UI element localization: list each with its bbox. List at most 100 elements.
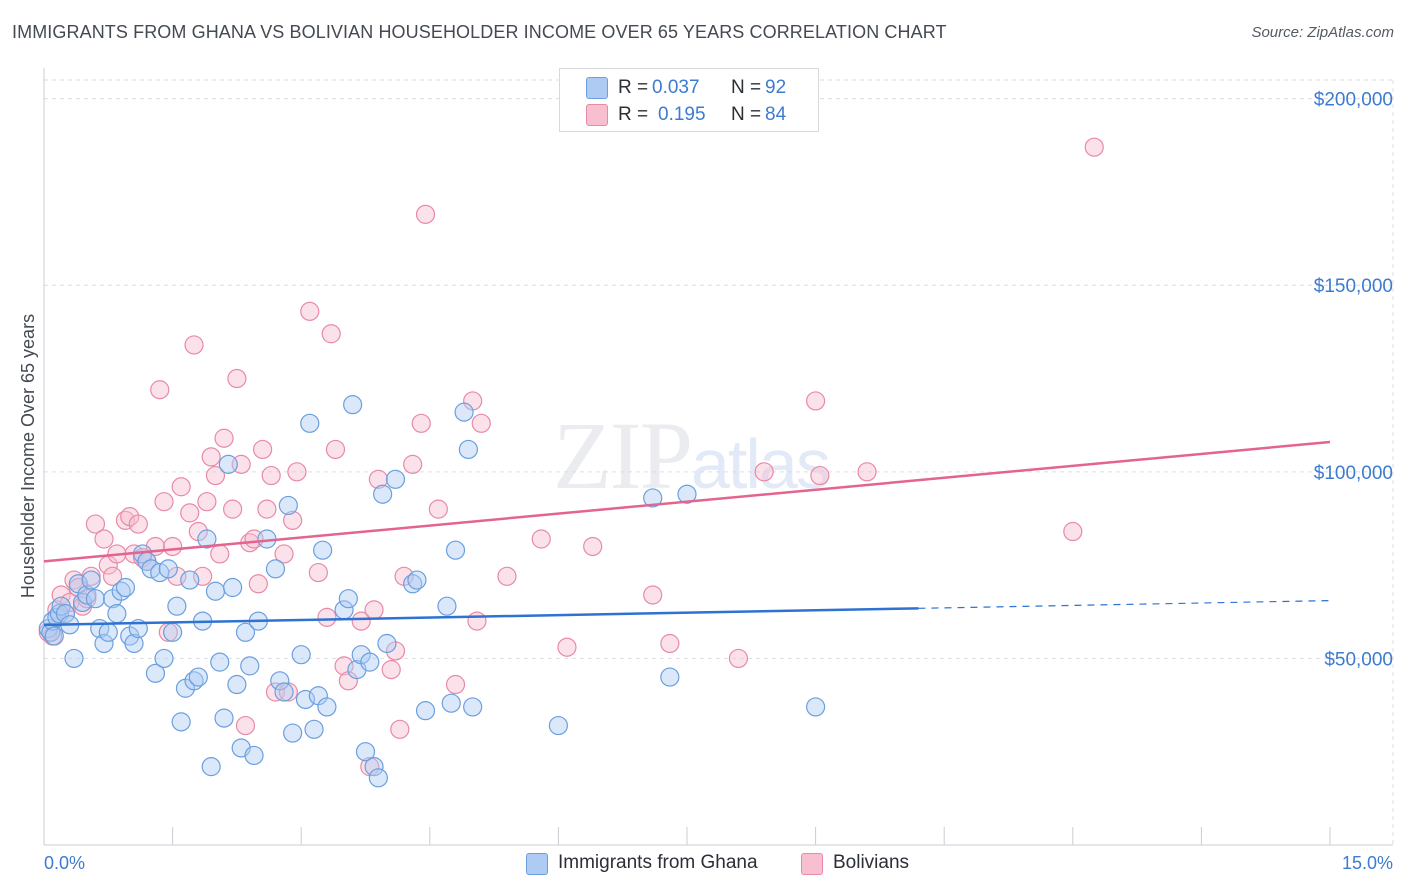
ghana-point — [415, 701, 436, 721]
bolivians-point — [201, 447, 221, 467]
ghana-point — [240, 656, 260, 676]
trend-lines — [43, 440, 1331, 627]
bolivians-point — [150, 380, 170, 400]
bolivians-point — [248, 574, 268, 594]
ghana-point — [94, 633, 114, 654]
legend-n-label: N = — [731, 77, 762, 98]
bolivians-point — [368, 469, 388, 489]
bolivians-point — [411, 413, 431, 433]
ghana-point — [377, 633, 397, 654]
ghana-point — [270, 671, 290, 691]
ghana-point — [218, 454, 238, 474]
bolivians-point — [471, 413, 491, 433]
bolivians-point — [428, 499, 448, 519]
y-axis-label: Householder Income Over 65 years — [18, 314, 38, 598]
ghana-point — [163, 622, 183, 642]
ghana-point — [373, 484, 393, 504]
bolivians-point — [210, 544, 230, 564]
ghana-point — [98, 622, 118, 642]
ghana-point — [145, 663, 166, 683]
x-tick-label-max: 15.0% — [1342, 853, 1393, 873]
bottom-legend-swatch-bolivians — [801, 853, 823, 875]
ghana-point — [463, 697, 483, 717]
bolivians-point — [287, 462, 307, 482]
ghana-point — [107, 604, 127, 624]
bolivians-point — [445, 674, 466, 695]
bolivians-point — [351, 611, 371, 631]
y-tick-label: $100,000 — [1314, 463, 1393, 484]
ghana-point — [115, 577, 136, 598]
bolivians-point — [583, 536, 603, 557]
bolivians-point — [261, 465, 281, 486]
bolivians-point — [257, 499, 277, 519]
ghana-point — [158, 559, 178, 579]
bottom-legend-swatch-ghana — [526, 853, 548, 875]
bolivians-point — [390, 719, 410, 739]
bolivians-point — [325, 439, 346, 460]
legend-r-label: R = — [618, 77, 649, 98]
y-tick-label: $50,000 — [1324, 649, 1393, 670]
bolivians-point — [467, 611, 487, 631]
ghana-point — [167, 596, 187, 616]
bolivians-point — [300, 301, 320, 321]
bolivians-point — [102, 566, 123, 586]
ghana-point — [85, 589, 106, 609]
bolivians-point — [193, 566, 213, 586]
ghana-point — [278, 495, 298, 516]
ghana-point — [385, 469, 406, 489]
bolivians-point — [364, 600, 384, 620]
ghana-point — [441, 693, 461, 713]
bolivians-point — [308, 562, 328, 583]
legend-r-value: 0.195 — [658, 104, 706, 125]
axes — [43, 68, 1393, 846]
ghana-point — [210, 652, 230, 672]
bolivians-point — [197, 492, 217, 512]
legend-swatch-ghana — [586, 77, 608, 99]
ghana-point — [197, 529, 217, 549]
ghana-point — [360, 652, 380, 672]
bolivians-point — [85, 514, 106, 534]
legend-r-value: 0.037 — [652, 77, 700, 98]
ghana-point — [201, 757, 221, 777]
y-tick-label: $200,000 — [1314, 90, 1393, 111]
ghana-point — [205, 581, 226, 601]
ghana-point — [223, 577, 243, 598]
y-tick-labels: $50,000 $100,000 $150,000 $200,000 — [1314, 90, 1393, 671]
bolivians-point — [128, 514, 148, 534]
ghana-point — [214, 708, 234, 728]
ghana-point — [188, 667, 208, 687]
bolivians-point — [94, 529, 114, 549]
bolivians-point — [728, 648, 749, 669]
bolivians-point — [214, 428, 234, 448]
ghana-point — [154, 648, 174, 669]
bottom-legend-label-bolivians: Bolivians — [833, 852, 910, 873]
ghana-point — [244, 745, 264, 766]
ghana-point — [291, 645, 311, 665]
ghana-point — [364, 757, 384, 777]
bolivians-point — [403, 454, 423, 474]
ghana-point — [235, 622, 256, 642]
ghana-point — [44, 626, 64, 646]
ghana-point — [437, 596, 457, 616]
ghana-point — [458, 439, 478, 460]
bolivians-point — [531, 529, 551, 549]
ghana-point — [317, 697, 337, 717]
ghana-point — [64, 648, 84, 669]
bolivians-point — [643, 585, 663, 605]
ghana-point — [407, 570, 427, 590]
bolivians-point — [205, 465, 226, 486]
bolivians-trend-line — [43, 440, 1331, 563]
legend-r-label: R = — [618, 104, 649, 125]
bolivians-point — [274, 544, 294, 564]
ghana-point — [274, 682, 294, 702]
bolivians-point — [557, 637, 577, 657]
ghana-point — [300, 413, 320, 433]
bolivians-point — [235, 715, 256, 736]
bolivians-point — [227, 368, 247, 389]
bolivians-point — [381, 660, 401, 680]
ghana-point — [124, 633, 144, 654]
ghana-point — [313, 540, 333, 560]
y-tick-label: $150,000 — [1314, 276, 1393, 297]
bottom-legend-label-ghana: Immigrants from Ghana — [558, 852, 758, 873]
x-ticks — [43, 827, 1331, 845]
